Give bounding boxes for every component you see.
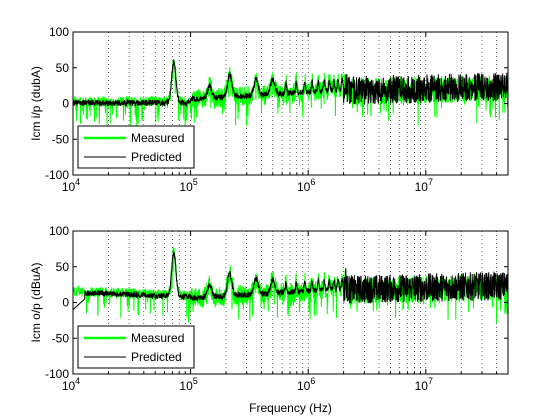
top-y-tick-label: 0 <box>62 97 69 111</box>
top-x-tick-exp: 6 <box>310 177 315 187</box>
top-predicted-trace <box>73 59 508 108</box>
top-x-tick-label: 107 <box>415 177 433 194</box>
bottom-x-tick-exp: 6 <box>310 376 315 386</box>
top-legend-box <box>77 125 195 169</box>
top-x-tick-label: 105 <box>179 177 197 194</box>
bottom-x-tick-label: 105 <box>179 376 197 393</box>
bottom-y-tick-label: -100 <box>45 367 69 381</box>
top-traces <box>73 58 508 132</box>
top-y-ticks: -100 -50 0 50 100 <box>45 25 508 182</box>
top-x-tick-label: 104 <box>62 177 80 194</box>
bottom-y-axis-label: Icm o/p (dBuA) <box>29 262 43 342</box>
top-legend-predicted-label: Predicted <box>131 150 182 164</box>
bottom-x-tick-base: 10 <box>179 379 193 393</box>
bottom-y-tick-label: 50 <box>56 260 70 274</box>
top-x-tick-exp: 5 <box>193 177 198 187</box>
bottom-legend-measured-label: Measured <box>131 331 184 345</box>
bottom-x-tick-label: 104 <box>62 376 80 393</box>
bottom-x-tick-base: 10 <box>415 379 429 393</box>
x-axis-label: Frequency (Hz) <box>249 401 332 415</box>
top-y-tick-label: 50 <box>56 61 70 75</box>
bottom-x-tick-exp: 7 <box>428 376 433 386</box>
bottom-x-tick-base: 10 <box>297 379 311 393</box>
bottom-traces <box>73 247 508 324</box>
top-x-tick-base: 10 <box>297 180 311 194</box>
bottom-y-ticks: -100 -50 0 50 100 <box>45 224 508 381</box>
top-legend: Measured Predicted <box>77 125 195 169</box>
bottom-predicted-trace <box>73 251 508 310</box>
top-x-tick-base: 10 <box>415 180 429 194</box>
bottom-legend: Measured Predicted <box>77 325 195 369</box>
bottom-x-tick-label: 106 <box>297 376 315 393</box>
bottom-x-ticks: 104 105 106 107 <box>62 231 498 393</box>
bottom-y-tick-label: -50 <box>52 331 70 345</box>
bottom-y-tick-label: 0 <box>62 296 69 310</box>
top-y-tick-label: -100 <box>45 168 69 182</box>
bottom-measured-trace <box>73 247 508 324</box>
bottom-x-tick-exp: 5 <box>193 376 198 386</box>
top-x-tick-base: 10 <box>62 180 76 194</box>
top-legend-measured-label: Measured <box>131 131 184 145</box>
top-y-tick-label: 100 <box>49 25 69 39</box>
top-y-axis-label: Icm i/p (dubA) <box>29 66 43 141</box>
bottom-legend-box <box>77 325 195 369</box>
bottom-x-tick-label: 107 <box>415 376 433 393</box>
top-x-tick-exp: 4 <box>75 177 80 187</box>
top-x-tick-exp: 7 <box>428 177 433 187</box>
top-y-tick-label: -50 <box>52 132 70 146</box>
bottom-x-tick-exp: 4 <box>75 376 80 386</box>
top-x-ticks: 104 105 106 107 <box>62 32 498 194</box>
bottom-legend-predicted-label: Predicted <box>131 350 182 364</box>
top-x-tick-base: 10 <box>179 180 193 194</box>
top-x-tick-label: 106 <box>297 177 315 194</box>
bottom-y-tick-label: 100 <box>49 224 69 238</box>
bottom-x-tick-base: 10 <box>62 379 76 393</box>
